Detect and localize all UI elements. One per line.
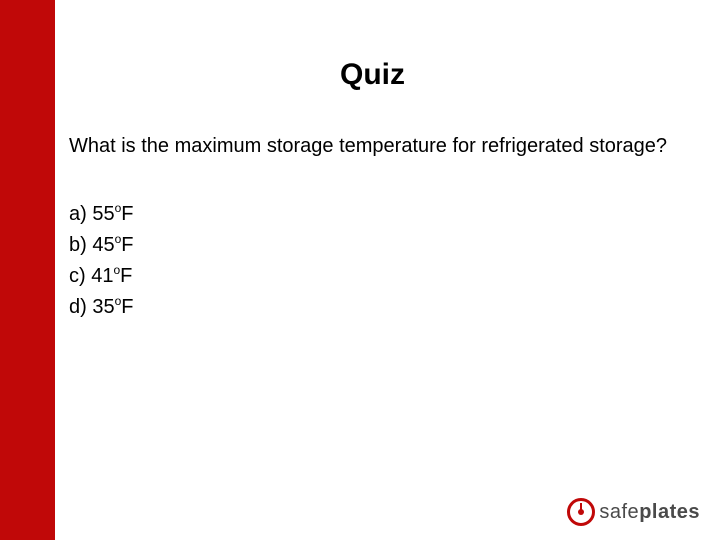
option-unit: F bbox=[120, 265, 132, 287]
option-unit: F bbox=[121, 203, 133, 225]
quiz-option: c) 41oF bbox=[69, 261, 720, 292]
quiz-option: a) 55oF bbox=[69, 199, 720, 230]
safeplates-logo: safeplates bbox=[567, 498, 700, 526]
option-letter: d) bbox=[69, 296, 87, 318]
option-value: 45 bbox=[92, 234, 114, 256]
option-unit: F bbox=[121, 296, 133, 318]
logo-word-safe: safe bbox=[599, 501, 639, 523]
logo-text: safeplates bbox=[599, 501, 700, 524]
quiz-option: b) 45oF bbox=[69, 230, 720, 261]
plate-icon bbox=[567, 498, 595, 526]
option-value: 41 bbox=[91, 265, 113, 287]
quiz-options: a) 55oF b) 45oF c) 41oF d) 35oF bbox=[69, 199, 720, 323]
option-letter: a) bbox=[69, 203, 87, 225]
option-letter: c) bbox=[69, 265, 86, 287]
logo-word-plates: plates bbox=[639, 501, 700, 523]
option-unit: F bbox=[121, 234, 133, 256]
degree-symbol: o bbox=[115, 232, 122, 246]
degree-symbol: o bbox=[115, 201, 122, 215]
quiz-option: d) 35oF bbox=[69, 292, 720, 323]
slide-content: Quiz What is the maximum storage tempera… bbox=[55, 0, 720, 540]
degree-symbol: o bbox=[113, 263, 120, 277]
degree-symbol: o bbox=[115, 294, 122, 308]
option-value: 55 bbox=[92, 203, 114, 225]
slide-title: Quiz bbox=[25, 58, 720, 92]
option-value: 35 bbox=[92, 296, 114, 318]
option-letter: b) bbox=[69, 234, 87, 256]
quiz-question: What is the maximum storage temperature … bbox=[69, 134, 690, 159]
